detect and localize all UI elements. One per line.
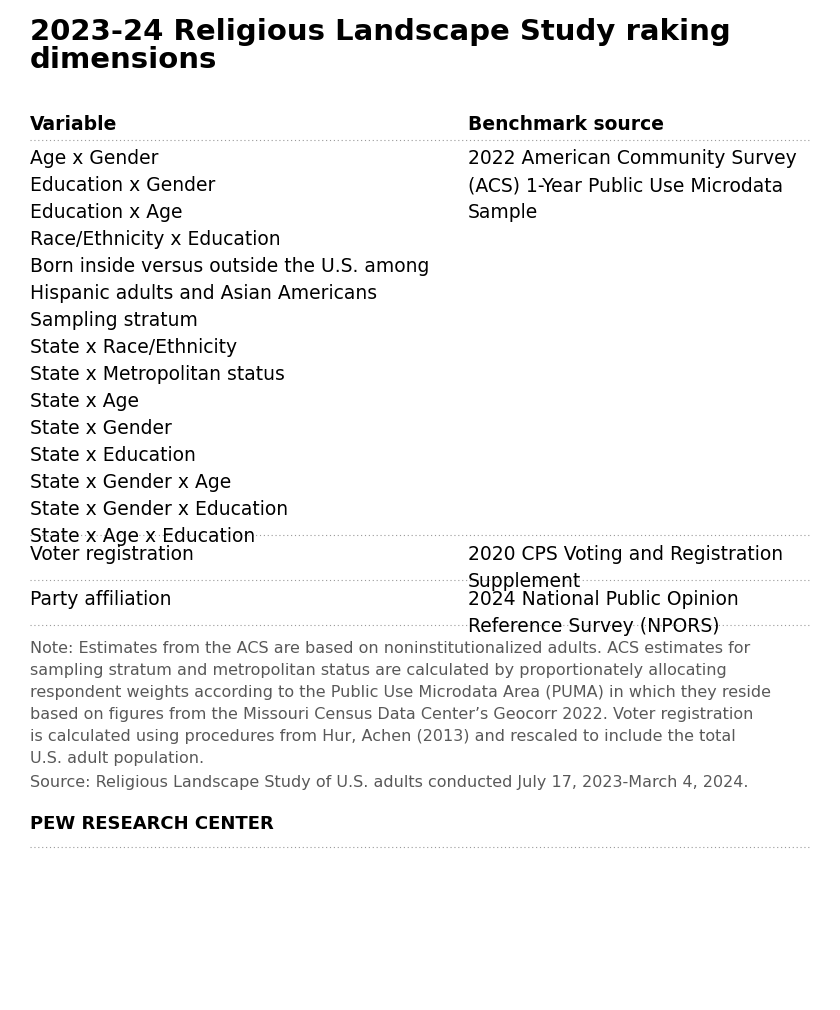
Text: Voter registration: Voter registration [30, 545, 194, 564]
Text: based on figures from the Missouri Census Data Center’s Geocorr 2022. Voter regi: based on figures from the Missouri Censu… [30, 707, 753, 722]
Text: Source: Religious Landscape Study of U.S. adults conducted July 17, 2023-March 4: Source: Religious Landscape Study of U.S… [30, 775, 748, 790]
Text: Hispanic adults and Asian Americans: Hispanic adults and Asian Americans [30, 284, 377, 303]
Text: Variable: Variable [30, 115, 118, 134]
Text: State x Education: State x Education [30, 446, 196, 465]
Text: State x Metropolitan status: State x Metropolitan status [30, 365, 285, 384]
Text: State x Age x Education: State x Age x Education [30, 527, 255, 546]
Text: Sample: Sample [468, 203, 538, 222]
Text: U.S. adult population.: U.S. adult population. [30, 751, 204, 766]
Text: State x Age: State x Age [30, 392, 139, 411]
Text: is calculated using procedures from Hur, Achen (2013) and rescaled to include th: is calculated using procedures from Hur,… [30, 729, 736, 744]
Text: Sampling stratum: Sampling stratum [30, 311, 198, 330]
Text: State x Gender x Age: State x Gender x Age [30, 473, 231, 492]
Text: dimensions: dimensions [30, 46, 218, 74]
Text: Education x Age: Education x Age [30, 203, 182, 222]
Text: 2020 CPS Voting and Registration: 2020 CPS Voting and Registration [468, 545, 783, 564]
Text: Race/Ethnicity x Education: Race/Ethnicity x Education [30, 230, 281, 249]
Text: 2023-24 Religious Landscape Study raking: 2023-24 Religious Landscape Study raking [30, 18, 731, 46]
Text: Benchmark source: Benchmark source [468, 115, 664, 134]
Text: Party affiliation: Party affiliation [30, 590, 171, 609]
Text: respondent weights according to the Public Use Microdata Area (PUMA) in which th: respondent weights according to the Publ… [30, 685, 771, 700]
Text: Supplement: Supplement [468, 572, 581, 591]
Text: Reference Survey (NPORS): Reference Survey (NPORS) [468, 617, 720, 636]
Text: 2022 American Community Survey: 2022 American Community Survey [468, 149, 797, 168]
Text: Age x Gender: Age x Gender [30, 149, 159, 168]
Text: State x Race/Ethnicity: State x Race/Ethnicity [30, 338, 237, 357]
Text: 2024 National Public Opinion: 2024 National Public Opinion [468, 590, 738, 609]
Text: (ACS) 1-Year Public Use Microdata: (ACS) 1-Year Public Use Microdata [468, 176, 783, 195]
Text: State x Gender x Education: State x Gender x Education [30, 500, 288, 519]
Text: State x Gender: State x Gender [30, 419, 172, 438]
Text: PEW RESEARCH CENTER: PEW RESEARCH CENTER [30, 815, 274, 833]
Text: Education x Gender: Education x Gender [30, 176, 215, 195]
Text: Note: Estimates from the ACS are based on noninstitutionalized adults. ACS estim: Note: Estimates from the ACS are based o… [30, 641, 750, 656]
Text: Born inside versus outside the U.S. among: Born inside versus outside the U.S. amon… [30, 257, 429, 276]
Text: sampling stratum and metropolitan status are calculated by proportionately alloc: sampling stratum and metropolitan status… [30, 663, 727, 678]
